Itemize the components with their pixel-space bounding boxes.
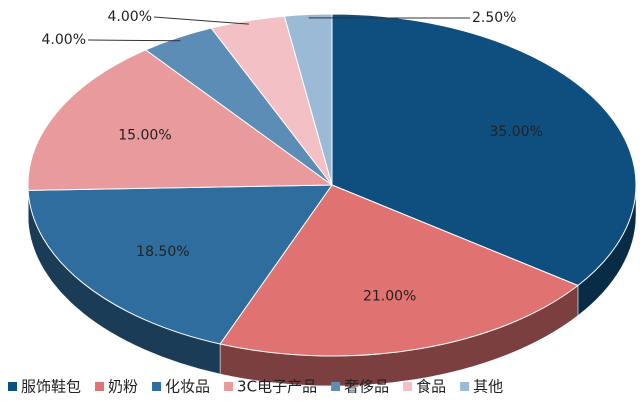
data-label: 4.00% (42, 32, 86, 48)
pie-slice (219, 184, 579, 357)
legend-text: 奢侈品 (344, 378, 389, 396)
data-label: 21.00% (363, 289, 416, 305)
legend-text: 其他 (473, 378, 503, 396)
leader-line (87, 39, 181, 42)
legend-text: 3C电子产品 (237, 378, 317, 396)
pie-slice (331, 13, 637, 287)
pie-slice (27, 49, 334, 191)
legend-text: 服饰鞋包 (21, 378, 81, 396)
legend-swatch (460, 382, 470, 391)
data-label: 18.50% (136, 244, 189, 260)
legend-swatch (331, 382, 341, 391)
legend-swatch (403, 382, 413, 391)
legend-swatch (95, 382, 105, 391)
leader-line (153, 16, 249, 25)
legend-swatch (224, 382, 234, 391)
data-label: 2.50% (472, 10, 516, 26)
data-label: 35.00% (489, 124, 542, 140)
legend-text: 食品 (416, 378, 446, 396)
legend-text: 奶粉 (108, 378, 138, 396)
data-label: 15.00% (118, 127, 171, 143)
pie-slice (27, 184, 333, 345)
legend-swatch (152, 382, 162, 391)
legend-swatch (8, 382, 17, 391)
pie-slice (283, 13, 333, 186)
data-label: 4.00% (108, 9, 152, 25)
legend-text: 化妆品 (165, 378, 210, 396)
